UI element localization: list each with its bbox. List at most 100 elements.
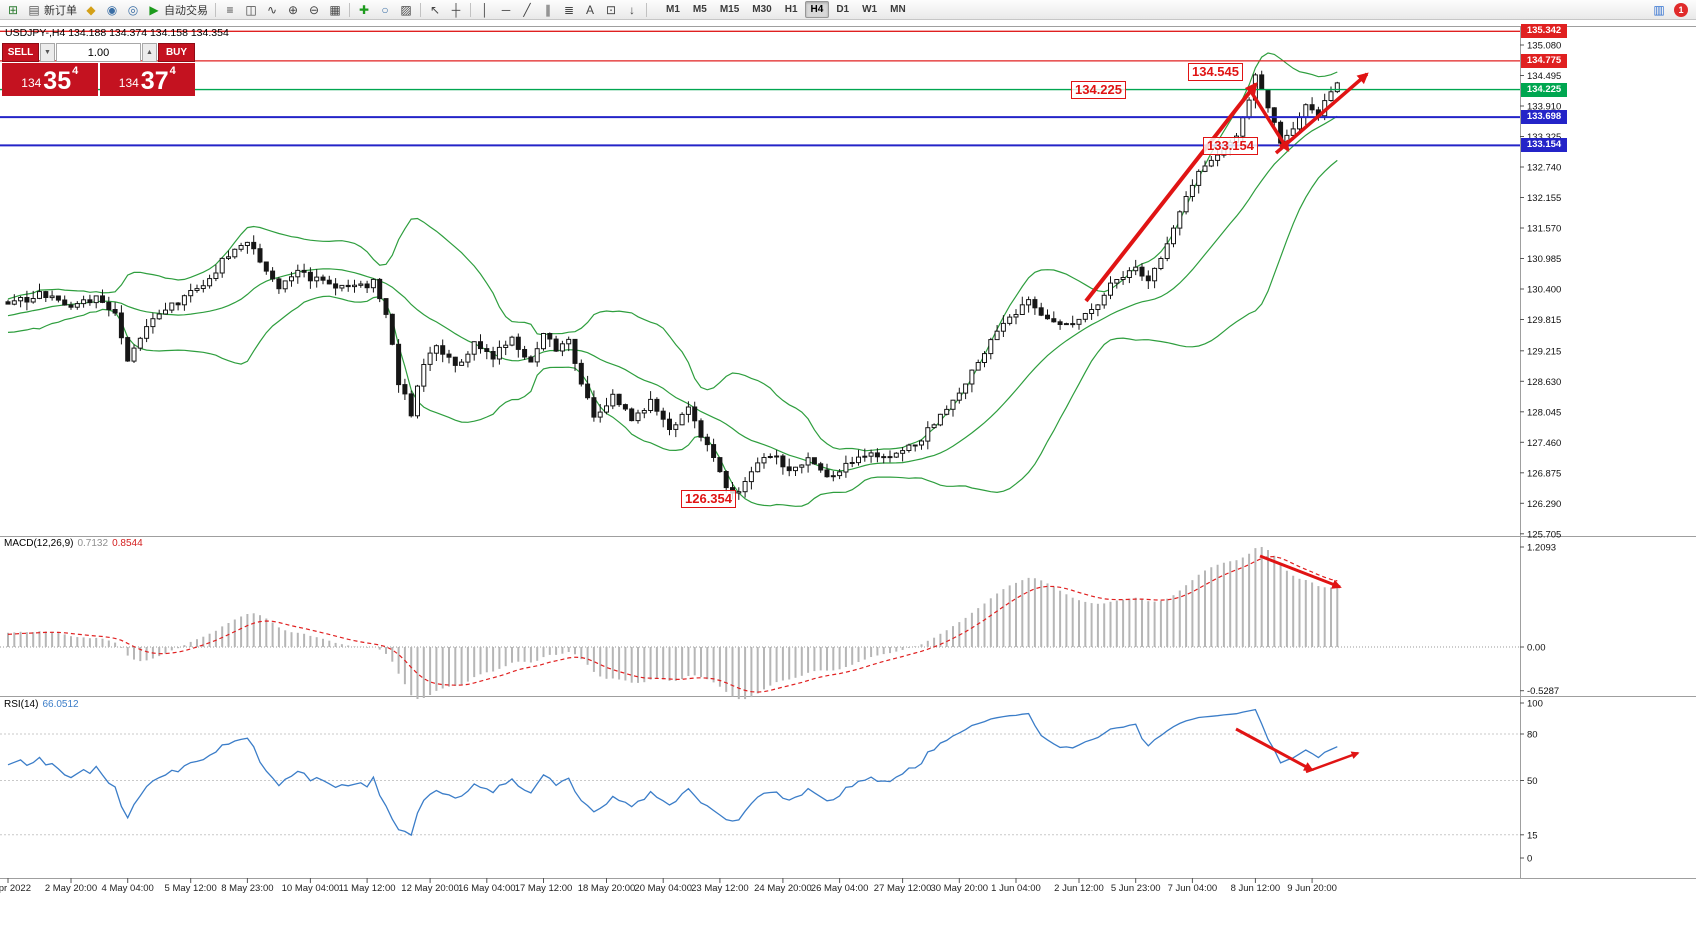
auto-trading-button[interactable]: ▶ 自动交易: [144, 1, 211, 19]
svg-text:10 May 04:00: 10 May 04:00: [282, 883, 340, 894]
timeframe-m5[interactable]: M5: [692, 4, 707, 15]
trend-arrow[interactable]: [1259, 554, 1342, 589]
bollinger-middle: [7, 115, 1338, 472]
ask-price-pip: 4: [169, 64, 176, 77]
ask-price-panel[interactable]: 134 37 4: [99, 63, 195, 96]
trend-arrow[interactable]: [1248, 89, 1290, 152]
svg-text:2 Jun 12:00: 2 Jun 12:00: [1054, 883, 1104, 894]
toolbar-separator: [646, 2, 647, 17]
timeframe-d1[interactable]: D1: [836, 4, 850, 15]
bid-price-prefix: 134: [21, 76, 42, 90]
svg-text:12 May 20:00: 12 May 20:00: [401, 883, 459, 894]
trend-arrow[interactable]: [1235, 727, 1314, 772]
trend-arrow[interactable]: [1084, 81, 1258, 303]
zoom-out-icon: ⊖: [308, 2, 320, 17]
fibonacci-button[interactable]: ≣: [559, 1, 579, 19]
new-chart-button[interactable]: ⊞: [3, 1, 23, 19]
timeframe-m1[interactable]: M1: [666, 4, 680, 15]
candlestick-chart-button[interactable]: ◫: [241, 1, 261, 19]
chart-window-button[interactable]: ▥: [1649, 1, 1669, 19]
zoom-out-button[interactable]: ⊖: [304, 1, 324, 19]
volume-input[interactable]: [56, 43, 141, 62]
line-chart-button[interactable]: ∿: [262, 1, 282, 19]
bid-price-big: 35: [43, 67, 72, 95]
tile-windows-button[interactable]: ▦: [325, 1, 345, 19]
market-watch-button[interactable]: ◉: [102, 1, 122, 19]
rsi-label: RSI(14) 66.0512: [4, 699, 79, 710]
svg-text:132.740: 132.740: [1527, 163, 1561, 174]
timeframe-h4[interactable]: H4: [804, 1, 830, 18]
time-axis: 1 Apr 2022 2 May 20:00 4 May 04:00 5 May 12…: [0, 878, 1337, 894]
timeframe-mn[interactable]: MN: [890, 4, 906, 15]
templates-button[interactable]: ▨: [396, 1, 416, 19]
rsi-line: [7, 708, 1338, 837]
rsi-value: 66.0512: [42, 699, 79, 710]
fibonacci-icon: ≣: [563, 2, 575, 17]
svg-text:126.290: 126.290: [1527, 499, 1561, 510]
svg-text:131.570: 131.570: [1527, 224, 1561, 235]
svg-text:26 May 04:00: 26 May 04:00: [811, 883, 869, 894]
trend-arrow[interactable]: [1305, 751, 1360, 774]
svg-text:129.215: 129.215: [1527, 346, 1561, 357]
svg-text:8 Jun 12:00: 8 Jun 12:00: [1231, 883, 1281, 894]
text-button[interactable]: A: [580, 1, 600, 19]
timeframe-m15[interactable]: M15: [719, 4, 740, 15]
cursor-button[interactable]: ↖: [425, 1, 445, 19]
volume-up-button[interactable]: ▲: [142, 43, 157, 62]
svg-text:127.460: 127.460: [1527, 438, 1561, 449]
arrows-tool-button[interactable]: ↓: [622, 1, 642, 19]
svg-text:7 Jun 04:00: 7 Jun 04:00: [1168, 883, 1218, 894]
notification-badge[interactable]: 1: [1674, 2, 1688, 17]
chart-templates-button[interactable]: ◆: [81, 1, 101, 19]
trade-controls-row: SELL ▼ ▲ BUY: [2, 43, 195, 62]
svg-text:130.985: 130.985: [1527, 254, 1561, 265]
bid-price-panel[interactable]: 134 35 4: [2, 63, 98, 96]
channel-icon: ∥: [545, 2, 551, 17]
timeframe-m30[interactable]: M30: [752, 4, 772, 15]
trendline-button[interactable]: ╱: [517, 1, 537, 19]
timeframe-h1[interactable]: H1: [784, 4, 798, 15]
spinner-up-icon: ▲: [146, 49, 153, 56]
svg-text:18 May 20:00: 18 May 20:00: [578, 883, 636, 894]
toolbar-right-group: ▥ 1: [1649, 1, 1693, 19]
price-level-lines: [0, 30, 1520, 147]
crosshair-button[interactable]: ┼: [446, 1, 466, 19]
svg-text:132.155: 132.155: [1527, 193, 1561, 204]
horizontal-line-button[interactable]: ─: [496, 1, 516, 19]
macd-label: MACD(12,26,9) 0.7132 0.8544: [4, 538, 143, 549]
indicators-icon: ✚: [358, 2, 370, 17]
vertical-line-button[interactable]: │: [475, 1, 495, 19]
svg-text:15: 15: [1527, 830, 1538, 841]
sell-button[interactable]: SELL: [2, 43, 39, 62]
macd-main-value: 0.7132: [77, 538, 109, 549]
trendline-icon: ╱: [523, 2, 531, 17]
volume-down-button[interactable]: ▼: [40, 43, 55, 62]
indicators-button[interactable]: ✚: [354, 1, 374, 19]
candlestick-series: [5, 70, 1340, 500]
macd-panel: 1.2093 0.00 -0.5287: [0, 543, 1559, 700]
buy-button[interactable]: BUY: [158, 43, 195, 62]
spinner-down-icon: ▼: [44, 49, 51, 56]
chart-templates-icon: ◆: [86, 2, 96, 17]
svg-text:9 Jun 20:00: 9 Jun 20:00: [1287, 883, 1337, 894]
periods-button[interactable]: ○: [375, 1, 395, 19]
timeframe-w1[interactable]: W1: [862, 4, 878, 15]
svg-text:80: 80: [1527, 730, 1538, 741]
new-order-button[interactable]: ▤ 新订单: [24, 1, 80, 19]
svg-text:2 May 20:00: 2 May 20:00: [45, 883, 97, 894]
bar-chart-button[interactable]: ≡: [220, 1, 240, 19]
svg-text:130.400: 130.400: [1527, 285, 1561, 296]
svg-text:5 Jun 23:00: 5 Jun 23:00: [1111, 883, 1161, 894]
navigator-button[interactable]: ◎: [123, 1, 143, 19]
svg-text:135.080: 135.080: [1527, 41, 1561, 52]
channel-button[interactable]: ∥: [538, 1, 558, 19]
new-order-button-label: 新订单: [44, 4, 77, 17]
svg-text:27 May 12:00: 27 May 12:00: [874, 883, 932, 894]
bar-chart-icon: ≡: [226, 2, 234, 17]
trend-arrow[interactable]: [1274, 72, 1369, 155]
tile-windows-icon: ▦: [329, 2, 341, 17]
text-label-button[interactable]: ⊡: [601, 1, 621, 19]
zoom-in-button[interactable]: ⊕: [283, 1, 303, 19]
svg-text:1 Jun 04:00: 1 Jun 04:00: [991, 883, 1041, 894]
